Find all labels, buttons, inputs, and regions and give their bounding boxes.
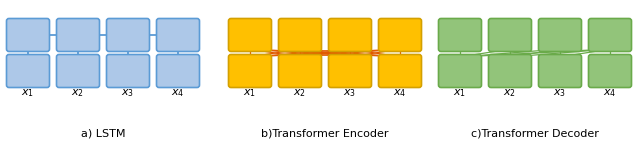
FancyBboxPatch shape [378,18,422,51]
Text: $x_2$: $x_2$ [294,87,307,99]
FancyBboxPatch shape [56,54,99,88]
FancyBboxPatch shape [328,18,371,51]
Text: $x_4$: $x_4$ [394,87,406,99]
Text: $x_1$: $x_1$ [243,87,257,99]
FancyBboxPatch shape [278,54,321,88]
FancyBboxPatch shape [106,54,150,88]
FancyBboxPatch shape [278,18,321,51]
FancyBboxPatch shape [589,54,632,88]
FancyBboxPatch shape [157,18,200,51]
FancyBboxPatch shape [56,18,99,51]
Text: $x_3$: $x_3$ [122,87,134,99]
Text: $x_1$: $x_1$ [22,87,35,99]
FancyBboxPatch shape [488,18,531,51]
Text: $x_4$: $x_4$ [172,87,185,99]
FancyBboxPatch shape [228,18,271,51]
FancyBboxPatch shape [228,54,271,88]
FancyBboxPatch shape [438,18,481,51]
FancyBboxPatch shape [538,18,582,51]
FancyBboxPatch shape [488,54,531,88]
Text: $x_1$: $x_1$ [454,87,467,99]
FancyBboxPatch shape [589,18,632,51]
FancyBboxPatch shape [328,54,371,88]
FancyBboxPatch shape [438,54,481,88]
Text: $x_3$: $x_3$ [554,87,566,99]
Text: c)Transformer Decoder: c)Transformer Decoder [471,128,599,138]
FancyBboxPatch shape [538,54,582,88]
FancyBboxPatch shape [6,18,49,51]
Text: $x_4$: $x_4$ [604,87,617,99]
FancyBboxPatch shape [106,18,150,51]
Text: $x_2$: $x_2$ [504,87,516,99]
Text: b)Transformer Encoder: b)Transformer Encoder [261,128,388,138]
FancyBboxPatch shape [378,54,422,88]
FancyBboxPatch shape [157,54,200,88]
Text: a) LSTM: a) LSTM [81,128,125,138]
Text: $x_2$: $x_2$ [72,87,84,99]
Text: $x_3$: $x_3$ [344,87,356,99]
FancyBboxPatch shape [6,54,49,88]
